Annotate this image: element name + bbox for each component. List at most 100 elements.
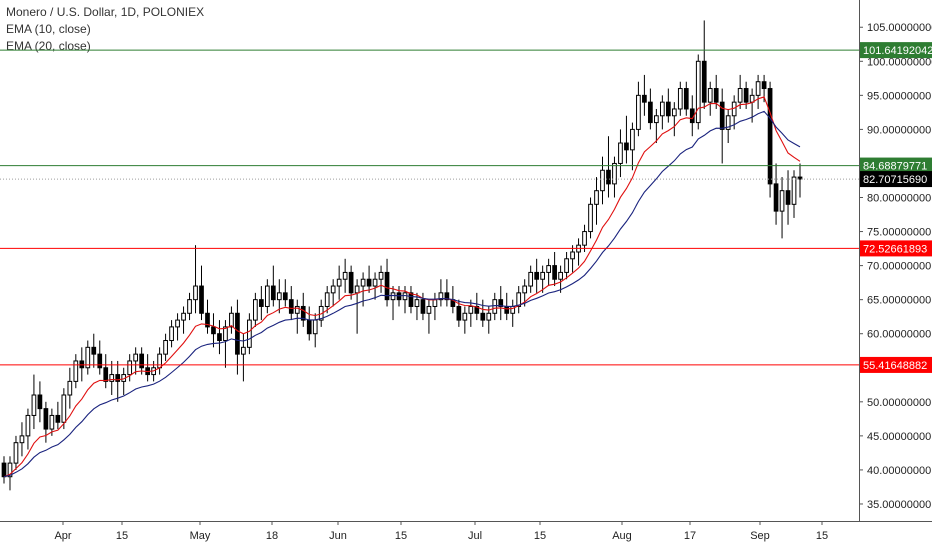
candle-body: [642, 94, 647, 103]
candle-body: [223, 326, 228, 342]
candle-body: [97, 353, 103, 369]
candle-body: [408, 292, 414, 307]
candle-body: [420, 299, 426, 314]
candle-body: [624, 142, 629, 151]
candle-body: [25, 414, 31, 437]
candle-body: [73, 360, 79, 382]
candle-body: [743, 88, 749, 103]
y-tick-label: 105.00000000: [867, 22, 932, 34]
candle-body: [258, 299, 264, 307]
x-tick-label: 15: [816, 530, 828, 542]
price-badge: [860, 42, 932, 59]
chart-title: Monero / U.S. Dollar, 1D, POLONIEX: [6, 5, 205, 19]
y-tick-label: 80.00000000: [867, 193, 931, 205]
candle-body: [253, 299, 258, 321]
candle-body: [737, 88, 743, 103]
candle-body: [163, 340, 168, 355]
candle-body: [282, 292, 288, 301]
candle-body: [181, 312, 186, 321]
candle-body: [462, 312, 468, 321]
candle-body: [103, 367, 109, 382]
candle-body: [276, 292, 282, 301]
y-tick-label: 40.00000000: [867, 465, 931, 477]
candle-body: [677, 88, 683, 110]
candle-body: [468, 305, 474, 314]
x-tick-label: Jul: [468, 530, 482, 542]
candle-body: [384, 271, 390, 301]
candle-body: [49, 414, 55, 430]
y-tick-label: 90.00000000: [867, 124, 931, 136]
candle-body: [707, 88, 713, 103]
price-badge-label: 84.68879771: [863, 161, 927, 173]
candle-body: [372, 278, 378, 287]
price-badge: [860, 240, 932, 257]
candle-body: [300, 305, 306, 321]
price-badge-label: 82.70715690: [863, 174, 927, 186]
candle-body: [648, 101, 653, 124]
candle-body: [797, 176, 803, 180]
candle-body: [294, 305, 300, 314]
candle-body: [264, 285, 270, 307]
time-axis[interactable]: Apr 15 May 18 Jun 15 Jul 15 Aug 17 Sep 15: [0, 521, 932, 542]
candle-body: [288, 299, 294, 314]
candle-body: [187, 299, 192, 314]
candle-body: [175, 319, 180, 328]
y-tick-label: 35.00000000: [867, 499, 931, 511]
candle-body: [540, 271, 546, 280]
candle-body: [312, 319, 318, 335]
ema10-line: [3, 96, 801, 478]
candle-body: [67, 380, 73, 396]
candle-body: [582, 231, 587, 246]
candle-body: [492, 299, 498, 314]
x-tick-label: Aug: [612, 530, 632, 542]
candle-body: [91, 346, 97, 355]
y-tick-label: 65.00000000: [867, 295, 931, 307]
legend-ema10: EMA (10, close): [6, 22, 91, 36]
candle-body: [133, 353, 139, 362]
candle-body: [516, 292, 522, 307]
candle-body: [713, 88, 719, 103]
candle-body: [606, 169, 611, 185]
candle-body: [324, 292, 330, 307]
candle-body: [235, 312, 240, 355]
candle-body: [546, 265, 551, 273]
x-tick-label: Jun: [329, 530, 347, 542]
candle-body: [199, 285, 204, 314]
candle-body: [438, 292, 444, 301]
candle-body: [594, 190, 599, 205]
y-tick-label: 70.00000000: [867, 261, 931, 273]
x-tick-label: 17: [684, 530, 696, 542]
candle-body: [378, 271, 384, 280]
price-badge: [860, 157, 932, 174]
candle-body: [169, 326, 174, 342]
candle-body: [522, 285, 528, 294]
x-tick-label: Sep: [750, 530, 770, 542]
candle-body: [426, 305, 432, 314]
candle-body: [270, 285, 276, 301]
plot-area: [0, 20, 859, 491]
y-tick-label: 45.00000000: [867, 431, 931, 443]
y-tick-label: 60.00000000: [867, 329, 931, 341]
y-tick-label: 100.00000000: [867, 56, 932, 68]
candle-body: [342, 271, 348, 280]
candle-body: [528, 271, 534, 287]
candle-body: [61, 394, 67, 423]
ema20-line: [3, 110, 801, 478]
candle-body: [1, 462, 7, 478]
candle-body: [157, 353, 162, 369]
candle-body: [695, 60, 701, 124]
candle-body: [414, 299, 420, 307]
candle-body: [139, 353, 145, 369]
x-tick-label: May: [190, 530, 211, 542]
candle-body: [330, 285, 336, 294]
price-axis[interactable]: 35.00000000 40.00000000 45.00000000 50.0000…: [859, 0, 932, 521]
candle-body: [241, 346, 246, 355]
candle-body: [306, 319, 312, 335]
candle-body: [564, 258, 569, 273]
candle-body: [570, 251, 575, 260]
candle-body: [612, 162, 617, 185]
candle-body: [7, 462, 13, 478]
candle-body: [659, 101, 665, 117]
candle-body: [229, 312, 234, 328]
